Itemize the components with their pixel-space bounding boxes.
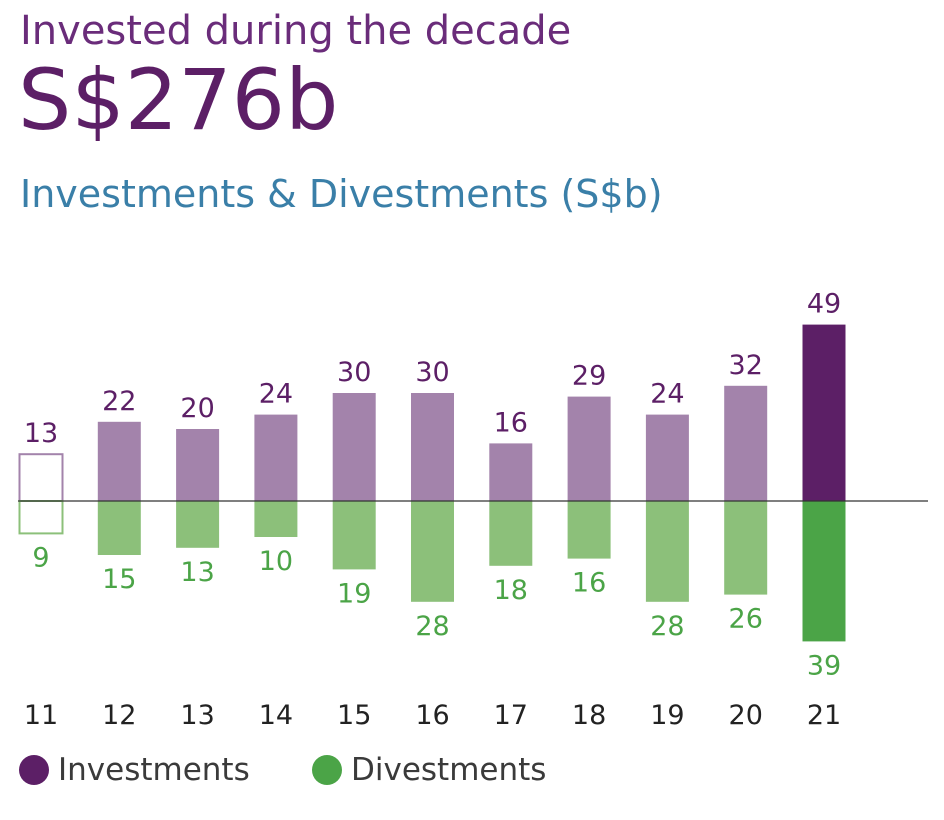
category-label: 14	[259, 700, 293, 731]
category-label: 19	[650, 700, 684, 731]
divestment-value-label: 16	[572, 568, 606, 599]
divestment-value-label: 15	[102, 564, 136, 595]
investment-value-label: 30	[415, 357, 449, 388]
category-label: 21	[807, 700, 841, 731]
divestment-value-label: 28	[650, 611, 684, 642]
divestment-bar-21	[802, 501, 846, 642]
investment-value-label: 22	[102, 386, 136, 417]
category-label: 15	[337, 700, 371, 731]
divestment-value-label: 19	[337, 578, 371, 609]
divestment-value-label: 18	[494, 575, 528, 606]
divestment-value-label: 10	[259, 546, 293, 577]
investment-bar-12	[97, 421, 141, 501]
legend-item-investments: Investments	[19, 752, 250, 788]
investment-value-label: 32	[729, 350, 763, 381]
divestment-bar-13	[176, 501, 220, 548]
category-label: 13	[180, 700, 214, 731]
investment-bar-14	[254, 414, 298, 501]
category-label: 18	[572, 700, 606, 731]
investment-value-label: 49	[807, 289, 841, 320]
divestment-bar-16	[411, 501, 454, 602]
divestment-value-label: 13	[180, 557, 214, 588]
divestment-bar-15	[332, 501, 376, 570]
investment-value-label: 29	[572, 361, 606, 392]
investment-value-label: 16	[494, 407, 528, 438]
legend-item-divestments: Divestments	[312, 752, 546, 788]
category-label: 12	[102, 700, 136, 731]
investment-value-label: 20	[180, 393, 214, 424]
investment-bar-16	[411, 393, 454, 501]
divestment-value-label: 28	[415, 611, 449, 642]
divestment-value-label: 39	[807, 650, 841, 681]
divestment-value-label: 26	[729, 604, 763, 635]
investment-bar-18	[567, 396, 611, 501]
legend-label-divestments: Divestments	[351, 752, 547, 788]
chart-title: Investments & Divestments (S$b)	[20, 172, 663, 216]
category-label: 11	[24, 700, 58, 731]
investment-value-label: 24	[650, 379, 684, 410]
category-label: 17	[494, 700, 528, 731]
legend-label-investments: Investments	[58, 752, 250, 788]
divestment-value-label: 9	[32, 542, 49, 573]
category-label: 16	[415, 700, 449, 731]
invested-amount: S$276b	[18, 51, 339, 149]
investment-value-label: 24	[259, 379, 293, 410]
divestment-bar-20	[724, 501, 768, 595]
investment-bar-11	[18, 453, 64, 503]
investment-bar-21	[802, 324, 846, 501]
investment-bar-15	[332, 393, 376, 501]
divestment-bar-17	[489, 501, 533, 566]
investments-legend-dot	[19, 755, 49, 785]
divestment-bar-12	[97, 501, 141, 555]
investment-bar-20	[724, 385, 768, 501]
category-label: 20	[729, 700, 763, 731]
investment-bar-13	[176, 429, 220, 501]
investment-bar-17	[489, 443, 533, 501]
divestment-bar-18	[567, 501, 611, 559]
investment-value-label: 30	[337, 357, 371, 388]
divestment-bar-14	[254, 501, 298, 537]
divestment-bar-11	[18, 500, 64, 535]
headline: Invested during the decade	[20, 8, 572, 54]
divestments-legend-dot	[312, 755, 342, 785]
divestment-bar-19	[645, 501, 689, 602]
investment-value-label: 13	[24, 418, 58, 449]
investment-bar-19	[645, 414, 689, 501]
